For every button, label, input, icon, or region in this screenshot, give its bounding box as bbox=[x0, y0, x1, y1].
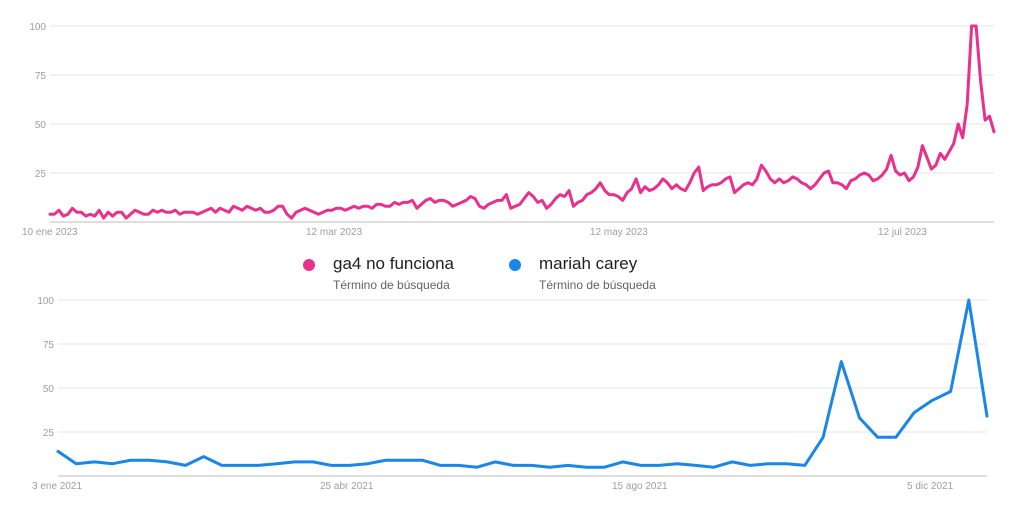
x-tick-label: 12 mar 2023 bbox=[306, 227, 363, 238]
chart-mariah-svg: 25 50 75 100 3 ene 2021 25 abr 2021 15 ago 202… bbox=[32, 296, 989, 492]
legend-label-mariah: mariah carey bbox=[539, 254, 638, 273]
y-tick-label: 75 bbox=[43, 340, 55, 351]
x-tick-label: 10 ene 2023 bbox=[22, 227, 78, 238]
y-tick-label: 25 bbox=[35, 169, 47, 180]
legend-dot-ga4 bbox=[303, 259, 315, 271]
legend-subtitle-mariah: Término de búsqueda bbox=[539, 278, 656, 292]
x-tick-label: 3 ene 2021 bbox=[32, 481, 82, 492]
x-tick-label: 25 abr 2021 bbox=[320, 481, 374, 492]
x-tick-label: 12 jul 2023 bbox=[878, 227, 927, 238]
chart-ga4-svg: 25 50 75 100 10 ene 2023 12 mar 2023 12 may 20… bbox=[22, 22, 996, 238]
y-tick-label: 100 bbox=[37, 296, 54, 307]
legend-label-ga4: ga4 no funciona bbox=[333, 254, 454, 273]
y-tick-label: 50 bbox=[43, 384, 55, 395]
x-tick-label: 12 may 2023 bbox=[590, 227, 648, 238]
series-line-0 bbox=[48, 24, 996, 220]
y-tick-label: 75 bbox=[35, 71, 47, 82]
x-tick-label: 5 dic 2021 bbox=[907, 481, 954, 492]
chart-mariah: 25 50 75 100 3 ene 2021 25 abr 2021 15 ago 202… bbox=[0, 296, 1024, 522]
y-tick-label: 100 bbox=[29, 22, 46, 33]
x-tick-label: 15 ago 2021 bbox=[612, 481, 668, 492]
y-tick-label: 50 bbox=[35, 120, 47, 131]
legend-subtitle-ga4: Término de búsqueda bbox=[333, 278, 450, 292]
y-tick-label: 25 bbox=[43, 428, 55, 439]
chart-ga4: 25 50 75 100 10 ene 2023 12 mar 2023 12 may 20… bbox=[0, 0, 1024, 250]
series-line-1 bbox=[56, 298, 989, 469]
legend: ga4 no funciona Término de búsqueda mari… bbox=[0, 254, 1024, 296]
legend-dot-mariah bbox=[509, 259, 521, 271]
